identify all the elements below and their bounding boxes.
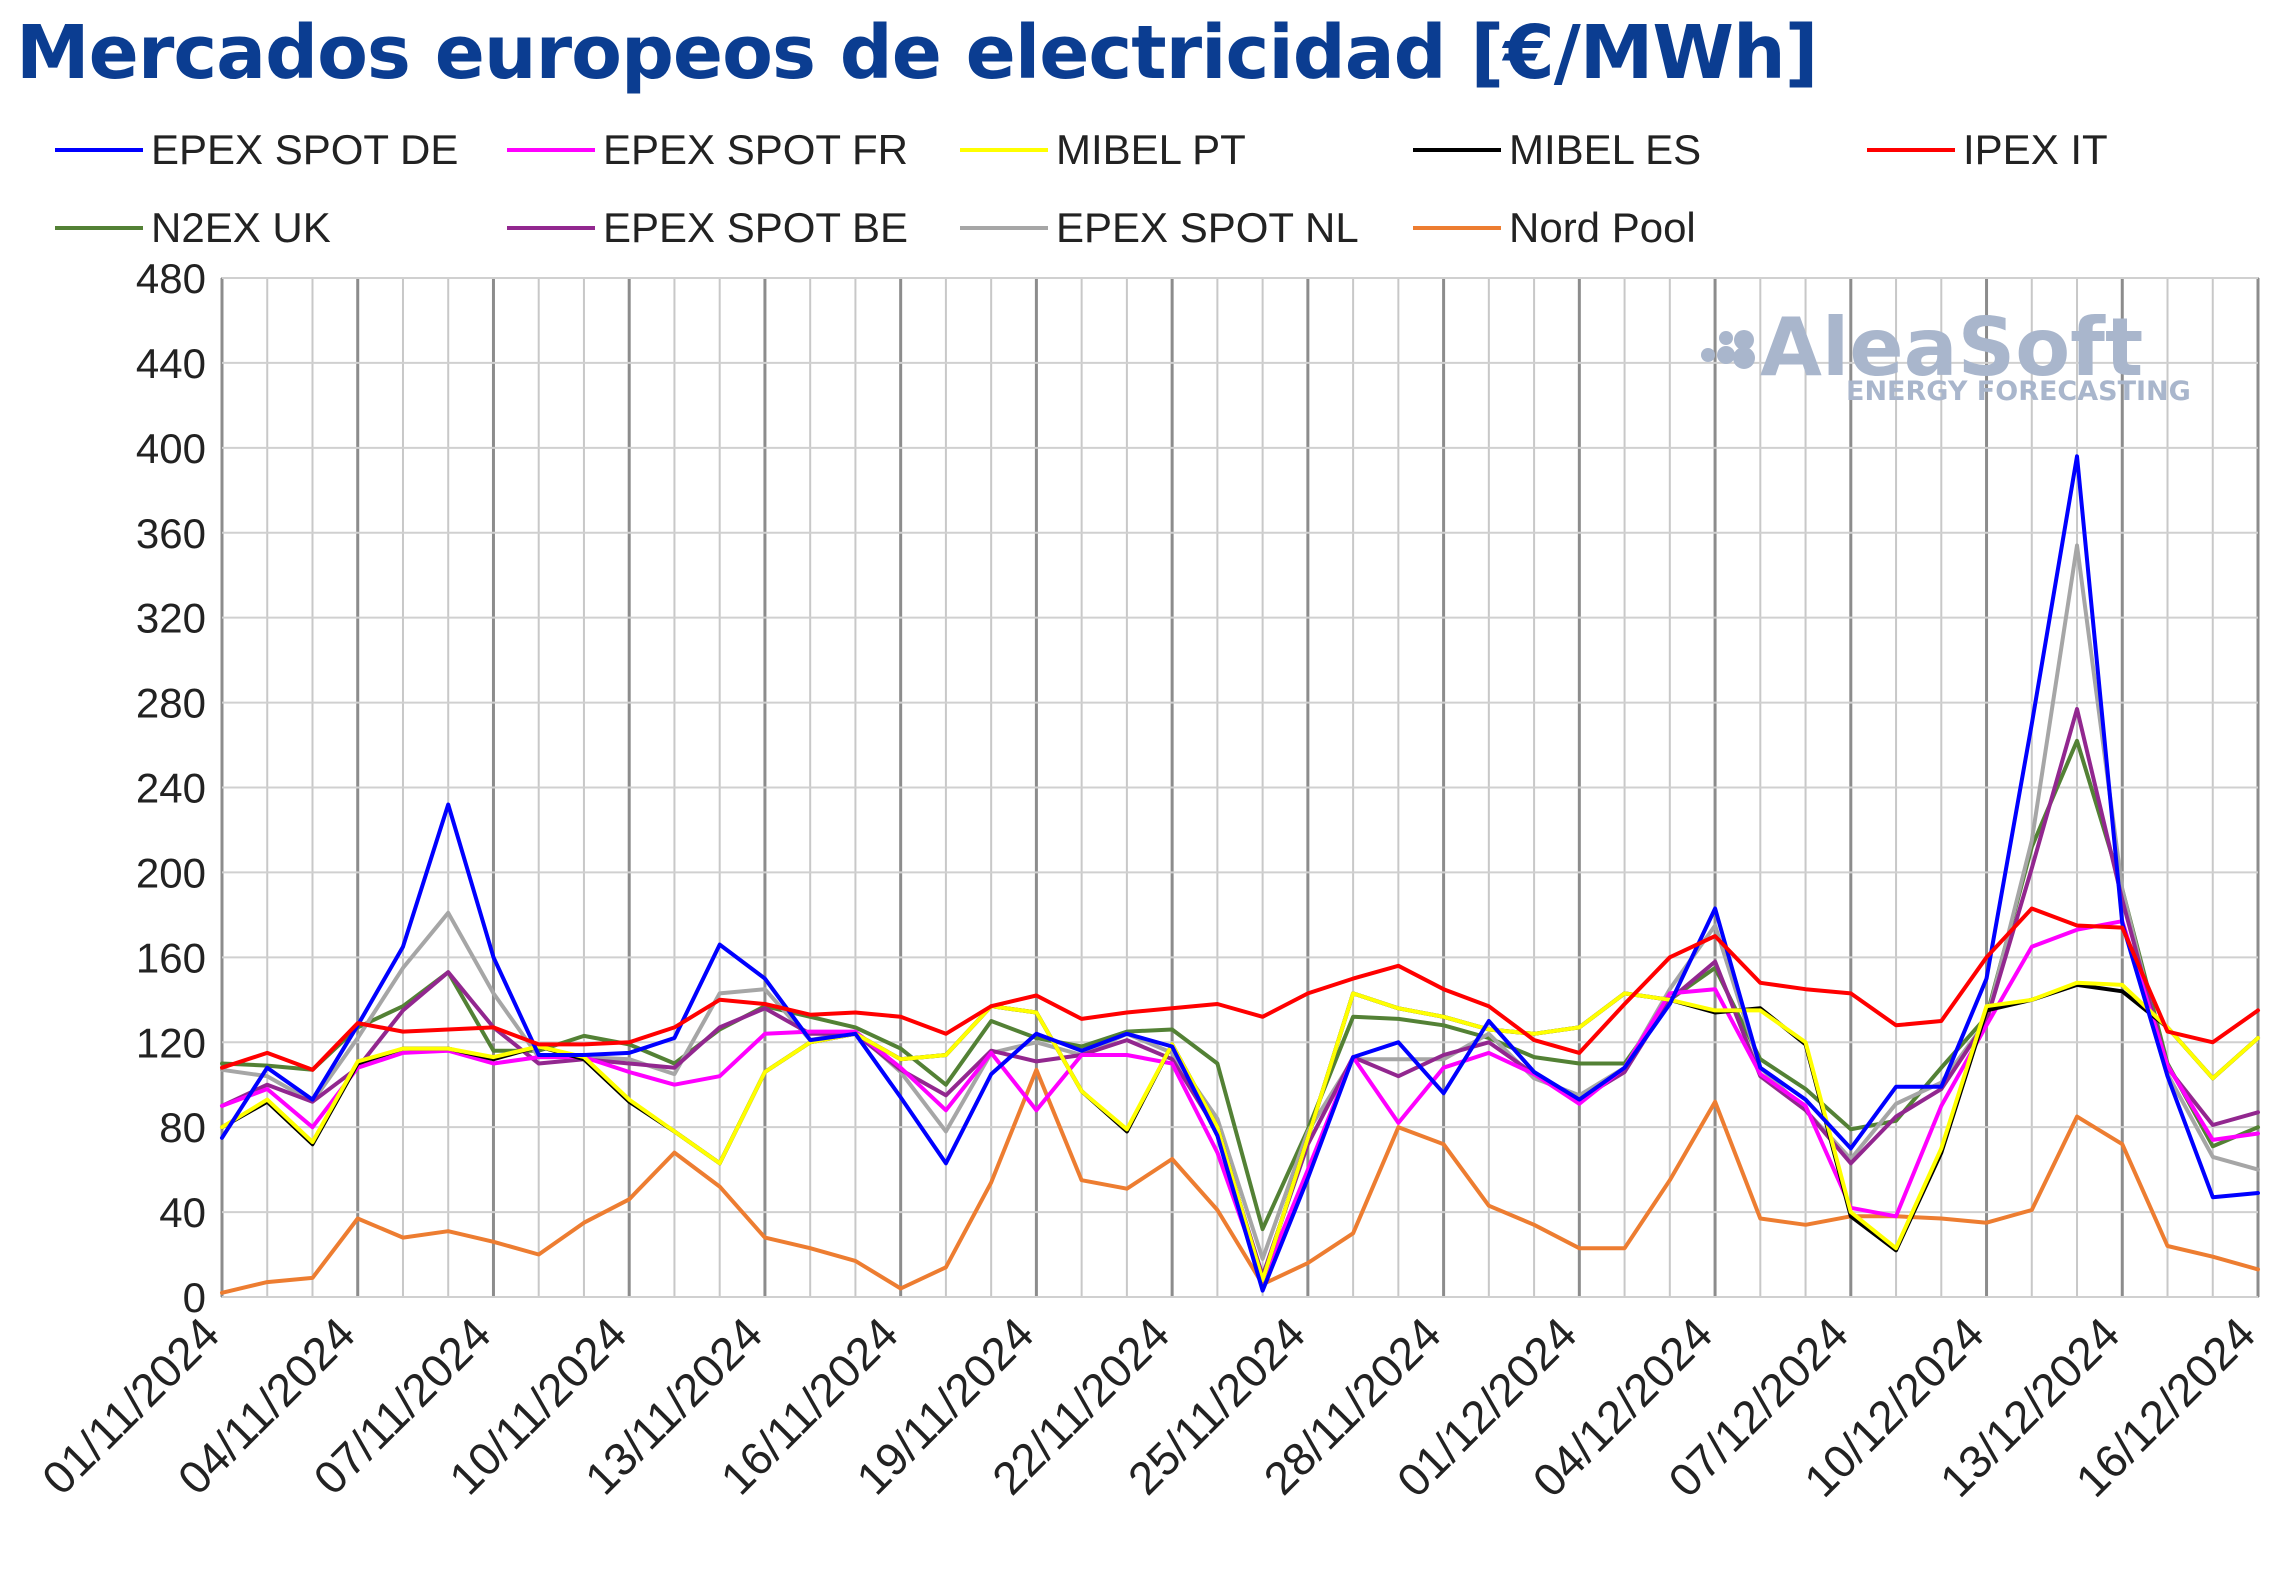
legend-swatch — [55, 226, 143, 230]
y-tick-label: 480 — [136, 255, 206, 302]
y-tick-label: 0 — [183, 1274, 206, 1321]
legend-swatch — [960, 148, 1048, 152]
legend-label: Nord Pool — [1509, 204, 1696, 251]
legend-swatch — [1867, 148, 1955, 152]
y-tick-label: 320 — [136, 595, 206, 642]
series-line-epex-spot-de — [220, 454, 2260, 1293]
legend-label: EPEX SPOT NL — [1056, 204, 1359, 251]
legend-label: MIBEL ES — [1509, 126, 1702, 173]
watermark-logo-dot — [1717, 346, 1735, 364]
y-tick-label: 400 — [136, 425, 206, 472]
series-line-nord-pool — [220, 1067, 2260, 1295]
legend-swatch — [55, 148, 143, 152]
legend-label: IPEX IT — [1963, 126, 2108, 173]
y-tick-label: 440 — [136, 340, 206, 387]
watermark-logo-dot — [1701, 348, 1715, 362]
watermark-logo-dot — [1719, 331, 1733, 345]
legend-swatch — [1413, 148, 1501, 152]
y-tick-label: 80 — [159, 1104, 206, 1151]
legend-item: N2EX UK — [55, 198, 331, 258]
watermark-logo-dot — [1734, 330, 1754, 350]
y-tick-label: 240 — [136, 765, 206, 812]
legend-item: Nord Pool — [1413, 198, 1696, 258]
legend-label: N2EX UK — [151, 204, 331, 251]
series-line-ipex-it — [220, 906, 2260, 1072]
y-tick-label: 360 — [136, 510, 206, 557]
watermark-logo-dot — [1733, 347, 1755, 369]
y-tick-label: 40 — [159, 1189, 206, 1236]
y-tick-label: 160 — [136, 934, 206, 981]
legend-swatch — [960, 226, 1048, 230]
y-tick-label: 120 — [136, 1019, 206, 1066]
legend-item: IPEX IT — [1867, 120, 2108, 180]
legend-label: MIBEL PT — [1056, 126, 1246, 173]
legend-swatch — [1413, 226, 1501, 230]
legend-label: EPEX SPOT FR — [603, 126, 908, 173]
legend-item: MIBEL ES — [1413, 120, 1701, 180]
legend-swatch — [507, 226, 595, 230]
legend-item: EPEX SPOT FR — [507, 120, 908, 180]
watermark-brand: AleaSoft — [1760, 301, 2143, 394]
legend-item: EPEX SPOT DE — [55, 120, 458, 180]
legend-item: MIBEL PT — [960, 120, 1246, 180]
legend-label: EPEX SPOT BE — [603, 204, 909, 251]
legend-label: EPEX SPOT DE — [151, 126, 459, 173]
y-tick-label: 200 — [136, 849, 206, 896]
legend-item: EPEX SPOT BE — [507, 198, 908, 258]
chart-title: Mercados europeos de electricidad [€/MWh… — [16, 10, 1818, 96]
legend-item: EPEX SPOT NL — [960, 198, 1359, 258]
y-tick-label: 280 — [136, 680, 206, 727]
legend-swatch — [507, 148, 595, 152]
series-line-mibel-pt — [220, 980, 2260, 1282]
watermark-tagline: ENERGY FORECASTING — [1846, 376, 2191, 407]
